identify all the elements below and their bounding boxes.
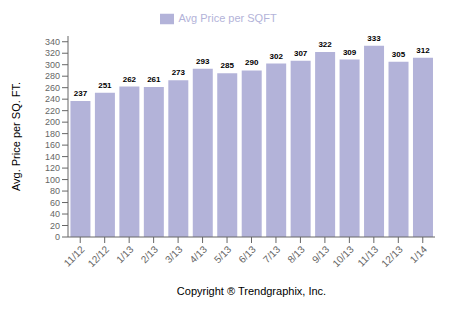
- svg-text:3/13: 3/13: [163, 243, 185, 265]
- svg-text:2/13: 2/13: [139, 243, 161, 265]
- svg-text:Copyright ® Trendgraphix, Inc.: Copyright ® Trendgraphix, Inc.: [177, 285, 326, 297]
- svg-text:293: 293: [196, 57, 210, 66]
- svg-text:160: 160: [45, 140, 60, 150]
- svg-text:300: 300: [45, 60, 60, 70]
- svg-text:1/14: 1/14: [408, 243, 430, 265]
- svg-text:60: 60: [50, 198, 60, 208]
- svg-text:11/13: 11/13: [355, 243, 380, 268]
- svg-text:7/13: 7/13: [261, 243, 283, 265]
- svg-text:6/13: 6/13: [236, 243, 258, 265]
- svg-text:262: 262: [123, 75, 137, 84]
- svg-text:180: 180: [45, 129, 60, 139]
- svg-text:285: 285: [221, 61, 235, 70]
- svg-text:140: 140: [45, 152, 60, 162]
- svg-text:12/12: 12/12: [86, 243, 112, 269]
- svg-text:237: 237: [74, 89, 88, 98]
- svg-text:309: 309: [343, 48, 357, 57]
- svg-text:Avg. Price per SQ. FT.: Avg. Price per SQ. FT.: [10, 82, 22, 191]
- svg-text:320: 320: [45, 48, 60, 58]
- svg-text:5/13: 5/13: [212, 243, 234, 265]
- svg-text:251: 251: [98, 81, 112, 90]
- svg-text:200: 200: [45, 117, 60, 127]
- svg-text:302: 302: [270, 52, 284, 61]
- svg-text:220: 220: [45, 106, 60, 116]
- svg-text:80: 80: [50, 186, 60, 196]
- svg-text:1/13: 1/13: [114, 243, 136, 265]
- html-text:Avg Price per SQFT: Avg Price per SQFT: [178, 12, 277, 24]
- svg-text:280: 280: [45, 71, 60, 81]
- svg-text:9/13: 9/13: [310, 243, 332, 265]
- svg-text:4/13: 4/13: [187, 243, 209, 265]
- svg-text:305: 305: [392, 50, 406, 59]
- svg-text:8/13: 8/13: [285, 243, 307, 265]
- svg-text:273: 273: [172, 68, 186, 77]
- svg-text:307: 307: [294, 49, 308, 58]
- svg-text:340: 340: [45, 37, 60, 47]
- svg-text:10/13: 10/13: [330, 243, 356, 269]
- svg-text:260: 260: [45, 83, 60, 93]
- svg-text:322: 322: [318, 40, 332, 49]
- svg-text:240: 240: [45, 94, 60, 104]
- svg-text:40: 40: [50, 209, 60, 219]
- svg-text:0: 0: [55, 232, 60, 242]
- svg-text:290: 290: [245, 58, 259, 67]
- svg-text:12/13: 12/13: [379, 243, 405, 269]
- svg-text:11/12: 11/12: [62, 243, 87, 268]
- svg-text:312: 312: [416, 46, 430, 55]
- svg-text:120: 120: [45, 163, 60, 173]
- svg-text:333: 333: [367, 34, 381, 43]
- svg-text:261: 261: [147, 75, 161, 84]
- svg-text:100: 100: [45, 175, 60, 185]
- svg-text:20: 20: [50, 221, 60, 231]
